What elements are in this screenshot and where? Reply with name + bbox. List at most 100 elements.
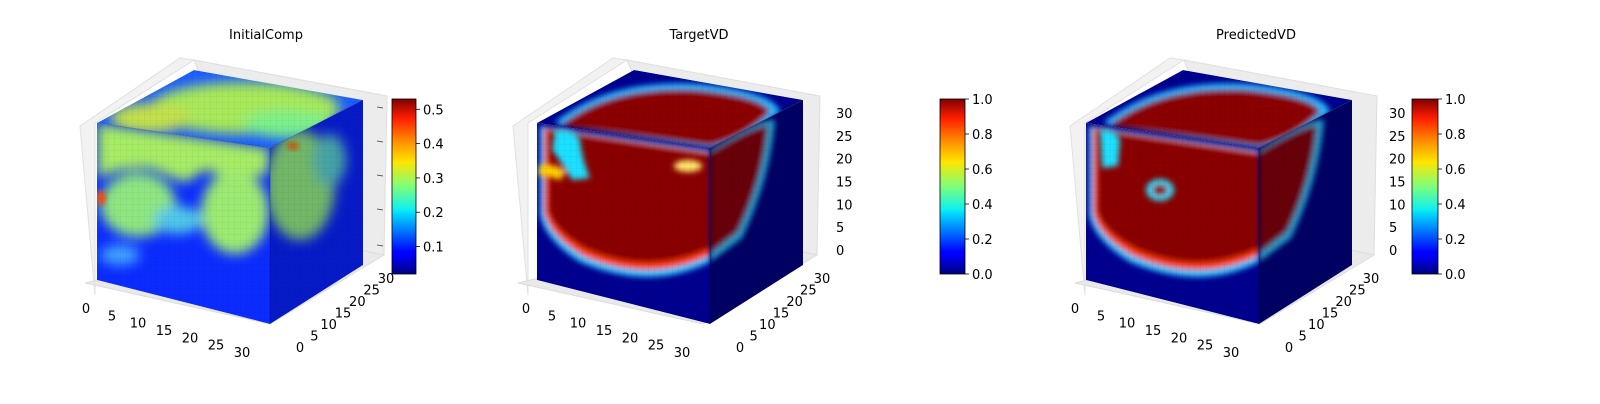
x-tick-label: 20: [182, 331, 199, 346]
z-tick-label: 30: [836, 107, 853, 122]
colorbar-ticks: 0.0 0.2 0.4 0.6 0.8 1.0: [965, 93, 993, 283]
colorbar-tick-label: 0.2: [1445, 233, 1466, 248]
y-tick-label: 10: [759, 318, 776, 333]
y-tick-label: 5: [310, 330, 318, 345]
x-tick-label: 25: [1197, 339, 1214, 354]
colorbar-tick-label: 0.5: [423, 103, 444, 118]
z-tick-label: 10: [1389, 198, 1406, 213]
z-tick-label: 10: [836, 198, 853, 213]
y-tick-label: 20: [1335, 295, 1352, 310]
x-tick-label: 0: [522, 302, 530, 317]
y-tick-label: 0: [736, 341, 744, 356]
cube-top-face: [97, 70, 363, 148]
colorbar-tick-label: 1.0: [1445, 93, 1466, 108]
back-pane-left: [512, 57, 629, 296]
cube-front-face: [97, 123, 270, 324]
y-tick-label: 15: [1322, 307, 1339, 322]
x-tick-label: 30: [674, 346, 691, 361]
y-tick-label: 30: [378, 272, 395, 287]
colorbar-tick-label: 0.0: [1445, 268, 1466, 283]
z-tick-mark: [376, 174, 384, 177]
y-tick-label: 20: [786, 295, 803, 310]
x-tick-label: 10: [570, 317, 587, 332]
cube-top-face: [537, 70, 803, 148]
x-tick-label: 5: [548, 309, 556, 324]
panel-initialcomp: InitialComp: [79, 28, 444, 361]
colorbar-ticks: 0.1 0.2 0.3 0.4 0.5: [416, 103, 444, 256]
y-tick-label: 10: [320, 318, 337, 333]
colorbar-tick-label: 0.6: [1445, 163, 1466, 178]
colorbar: [1411, 98, 1439, 275]
x-tick-label: 10: [130, 317, 147, 332]
panel-title: PredictedVD: [1216, 28, 1296, 43]
colorbar-tick-label: 0.8: [972, 128, 993, 143]
cube-side-face: [710, 100, 803, 324]
x-tick-label: 10: [1119, 317, 1136, 332]
y-tick-label: 25: [800, 284, 817, 299]
z-tick-label: 20: [1389, 153, 1406, 168]
colorbar-tick-label: 0.4: [1445, 198, 1466, 213]
x-tick-label: 15: [156, 324, 173, 339]
x-tick-label: 30: [234, 346, 251, 361]
cube-side-face: [270, 100, 363, 324]
cube-top-face: [1086, 70, 1352, 148]
z-tick-mark: [376, 140, 384, 143]
z-tick-label: 25: [836, 130, 853, 145]
z-tick-label: 15: [836, 176, 853, 191]
z-tick-label: 0: [1389, 244, 1397, 259]
colorbar-tick-label: 0.2: [423, 206, 444, 221]
z-tick-label: 20: [836, 153, 853, 168]
colorbar-tick-label: 0.4: [972, 198, 993, 213]
y-tick-label: 25: [1349, 284, 1366, 299]
cube-front-face: [1086, 123, 1259, 324]
x-tick-label: 25: [208, 339, 225, 354]
x-tick-label: 15: [596, 324, 613, 339]
colorbar-tick-label: 0.8: [1445, 128, 1466, 143]
colorbar-tick-label: 0.6: [972, 163, 993, 178]
panel-title: TargetVD: [668, 28, 728, 43]
colorbar-tick-label: 0.1: [423, 241, 444, 256]
colorbar-tick-label: 0.4: [423, 138, 444, 153]
colorbar: [939, 98, 966, 275]
panel-targetvd: TargetVD: [512, 28, 993, 361]
x-tick-label: 0: [1071, 302, 1079, 317]
x-tick-label: 0: [82, 302, 90, 317]
y-tick-label: 0: [1285, 341, 1293, 356]
y-tick-label: 30: [1363, 272, 1380, 287]
z-tick-label: 25: [1389, 130, 1406, 145]
z-tick-mark: [376, 208, 384, 211]
z-tick-label: 0: [836, 244, 844, 259]
colorbar-tick-label: 0.2: [972, 233, 993, 248]
colorbar: [391, 98, 417, 275]
x-tick-label: 30: [1223, 346, 1240, 361]
panel-title: InitialComp: [229, 28, 303, 43]
y-tick-label: 15: [335, 307, 352, 322]
cube-side-face: [1259, 100, 1352, 324]
z-tick-label: 5: [836, 221, 844, 236]
x-tick-label: 15: [1145, 324, 1162, 339]
back-pane-left: [1069, 57, 1186, 296]
cube-edges: [536, 99, 804, 149]
x-tick-label: 5: [108, 309, 116, 324]
y-tick-label: 5: [750, 330, 758, 345]
colorbar-tick-label: 0.0: [972, 268, 993, 283]
colorbar-ticks: 0.0 0.2 0.4 0.6 0.8 1.0: [1438, 93, 1466, 283]
z-tick-label: 30: [1389, 107, 1406, 122]
x-tick-label: 20: [1171, 331, 1188, 346]
y-tick-label: 20: [349, 295, 366, 310]
cube-front-face: [537, 123, 710, 324]
colorbar-tick-label: 1.0: [972, 93, 993, 108]
y-tick-label: 25: [363, 284, 380, 299]
z-tick-mark: [376, 106, 384, 109]
x-tick-label: 5: [1097, 309, 1105, 324]
y-tick-label: 0: [296, 341, 304, 356]
y-tick-label: 30: [814, 272, 831, 287]
y-tick-label: 10: [1308, 318, 1325, 333]
cube-edges: [96, 99, 364, 149]
x-tick-label: 25: [648, 339, 665, 354]
